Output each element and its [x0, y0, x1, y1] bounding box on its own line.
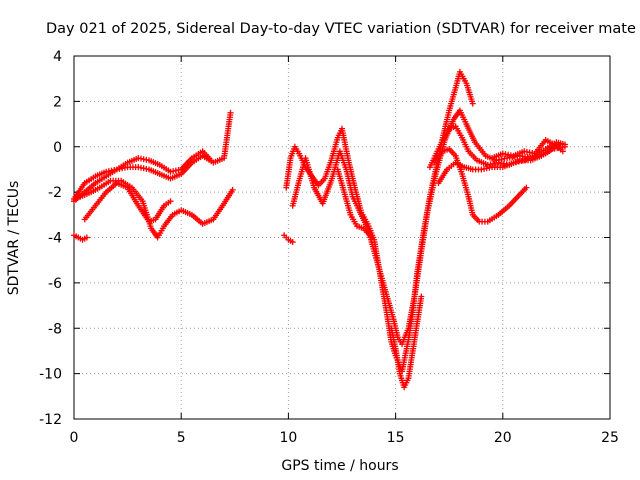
data-point [229, 186, 236, 193]
y-tick-label: -8 [48, 321, 62, 337]
data-point [418, 293, 425, 300]
x-tick-labels: 0 5 10 15 20 25 [70, 430, 619, 446]
data-point [83, 234, 90, 241]
y-tick-label: -6 [48, 276, 62, 292]
data-point [167, 198, 174, 205]
x-tick-label: 15 [387, 430, 405, 446]
y-tick-label: 4 [53, 49, 62, 65]
y-tick-label: 0 [53, 140, 62, 156]
data-point [523, 184, 530, 191]
x-tick-label: 10 [279, 430, 297, 446]
data-point [289, 239, 296, 246]
y-tick-label: 2 [53, 94, 62, 110]
x-tick-label: 0 [70, 430, 79, 446]
x-tick-label: 20 [494, 430, 512, 446]
chart-title: Day 021 of 2025, Sidereal Day-to-day VTE… [46, 21, 636, 37]
data-points [71, 68, 568, 391]
axis-ticks [73, 55, 611, 420]
grid-lines [74, 56, 610, 419]
data-point [227, 109, 234, 116]
y-tick-labels: -12 -10 -8 -6 -4 -2 0 2 4 [39, 49, 62, 428]
y-tick-label: -4 [48, 231, 62, 247]
x-axis-label: GPS time / hours [281, 458, 398, 474]
data-point [561, 141, 568, 148]
data-point [559, 148, 566, 155]
y-tick-label: -10 [39, 367, 62, 383]
data-point [208, 157, 215, 164]
y-axis-label: SDTVAR / TECUs [6, 181, 22, 296]
y-tick-label: -12 [39, 412, 62, 428]
data-point [469, 100, 476, 107]
x-tick-label: 5 [177, 430, 186, 446]
data-point [369, 234, 376, 241]
y-tick-label: -2 [48, 185, 62, 201]
x-tick-label: 25 [601, 430, 619, 446]
